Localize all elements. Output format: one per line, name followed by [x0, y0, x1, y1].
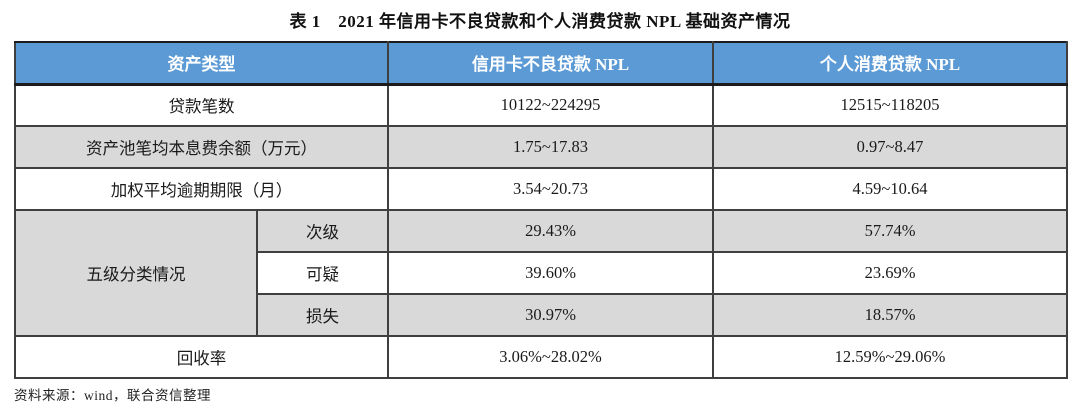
- header-credit-card-npl: 信用卡不良贷款 NPL: [387, 41, 714, 86]
- credit-card-value: 39.60%: [387, 251, 714, 295]
- group-label-five-level-classification: 五级分类情况: [14, 209, 258, 337]
- consumer-value: 12515~118205: [712, 83, 1068, 127]
- row-classification-subordinate: 五级分类情况 次级 29.43% 57.74%: [14, 209, 1068, 337]
- consumer-value: 0.97~8.47: [712, 125, 1068, 169]
- report-table-figure: 表 1 2021 年信用卡不良贷款和个人消费贷款 NPL 基础资产情况 资产类型…: [14, 12, 1068, 403]
- row-classification-doubtful: 可疑 39.60% 23.69%: [15, 251, 1068, 295]
- consumer-value: 18.57%: [712, 293, 1068, 337]
- row-avg-balance: 资产池笔均本息费余额（万元） 1.75~17.83 0.97~8.47: [14, 125, 1068, 169]
- credit-card-value: 30.97%: [387, 293, 714, 337]
- row-weighted-overdue-term: 加权平均逾期期限（月） 3.54~20.73 4.59~10.64: [14, 167, 1068, 211]
- source-note: 资料来源：wind，联合资信整理: [14, 388, 211, 403]
- credit-card-value: 3.54~20.73: [387, 167, 714, 211]
- sub-label: 次级: [256, 209, 389, 253]
- table-title: 表 1 2021 年信用卡不良贷款和个人消费贷款 NPL 基础资产情况: [289, 12, 791, 31]
- row-label: 回收率: [14, 335, 389, 379]
- row-label: 加权平均逾期期限（月）: [14, 167, 389, 211]
- sub-label: 可疑: [256, 251, 389, 295]
- sub-label: 损失: [256, 293, 389, 337]
- credit-card-value: 29.43%: [387, 209, 714, 253]
- header-row: 资产类型 信用卡不良贷款 NPL 个人消费贷款 NPL: [14, 41, 1068, 86]
- header-asset-type: 资产类型: [14, 41, 389, 86]
- row-loan-count: 贷款笔数 10122~224295 12515~118205: [14, 83, 1068, 127]
- consumer-value: 4.59~10.64: [712, 167, 1068, 211]
- header-consumer-npl: 个人消费贷款 NPL: [712, 41, 1068, 86]
- row-recovery-rate: 回收率 3.06%~28.02% 12.59%~29.06%: [14, 335, 1068, 379]
- credit-card-value: 1.75~17.83: [387, 125, 714, 169]
- row-classification-loss: 损失 30.97% 18.57%: [15, 293, 1068, 337]
- consumer-value: 23.69%: [712, 251, 1068, 295]
- credit-card-value: 10122~224295: [387, 83, 714, 127]
- npl-asset-table: 资产类型 信用卡不良贷款 NPL 个人消费贷款 NPL 贷款笔数 10122~2…: [14, 41, 1068, 379]
- row-label: 资产池笔均本息费余额（万元）: [14, 125, 389, 169]
- consumer-value: 57.74%: [712, 209, 1068, 253]
- row-label: 贷款笔数: [14, 83, 389, 127]
- consumer-value: 12.59%~29.06%: [712, 335, 1068, 379]
- credit-card-value: 3.06%~28.02%: [387, 335, 714, 379]
